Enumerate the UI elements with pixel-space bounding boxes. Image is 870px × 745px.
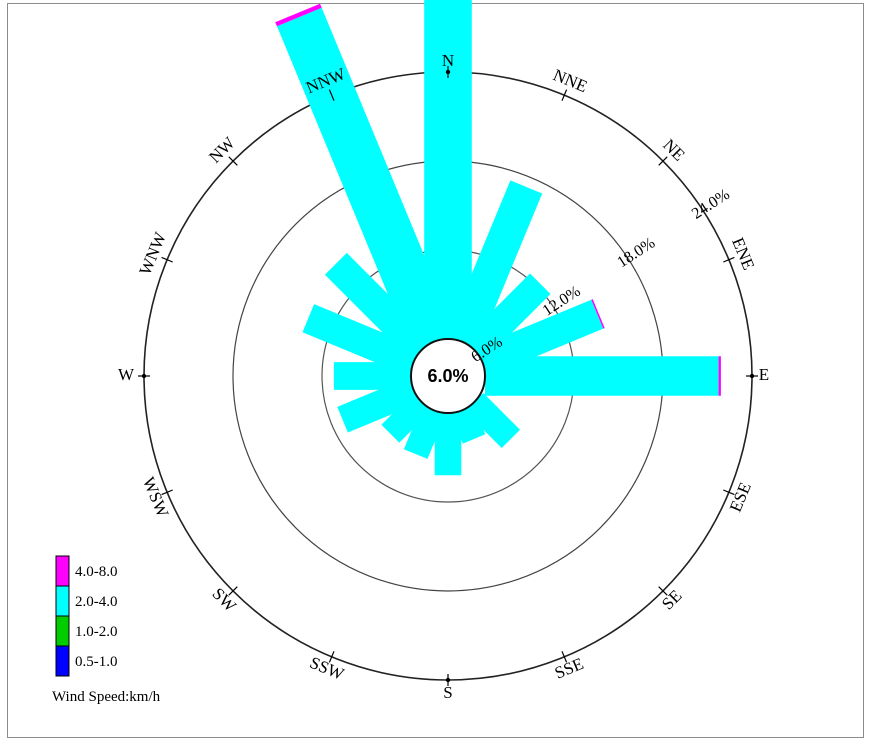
cardinal-dot-e bbox=[749, 373, 755, 379]
legend-swatch-1 bbox=[55, 585, 70, 617]
legend-label-2: 1.0-2.0 bbox=[75, 624, 118, 640]
legend: 4.0-8.0 2.0-4.0 1.0-2.0 0.5-1.0 Wind Speed:k… bbox=[52, 555, 161, 705]
tick-ssw bbox=[328, 651, 335, 663]
cardinal-dot-s bbox=[445, 677, 451, 683]
petal-s-2-4 bbox=[434, 413, 462, 476]
tick-nnw bbox=[328, 89, 335, 101]
legend-swatch-0 bbox=[55, 555, 70, 587]
petal-e-2-4 bbox=[485, 356, 719, 396]
legend-label-0: 4.0-8.0 bbox=[75, 564, 118, 580]
petal-wnw-2-4 bbox=[302, 304, 420, 376]
direction-label-wnw: WNW bbox=[135, 229, 170, 278]
direction-ticks bbox=[138, 66, 758, 686]
legend-swatch-2 bbox=[55, 615, 70, 647]
tick-sw bbox=[228, 586, 238, 596]
direction-label-e: E bbox=[759, 365, 769, 384]
petal-sw-2-4 bbox=[381, 393, 431, 443]
ring-label-24: 24.0% bbox=[689, 186, 733, 223]
petal-ssw-2-4 bbox=[403, 405, 446, 459]
calm-layer: 6.0% bbox=[410, 338, 486, 414]
legend-title: Wind Speed:km/h bbox=[52, 689, 161, 705]
petal-wsw-2-4 bbox=[337, 377, 420, 433]
petal-e-4-8 bbox=[718, 356, 721, 396]
direction-label-s: S bbox=[443, 683, 452, 702]
petals-layer bbox=[275, 0, 721, 476]
petal-nne-2-4 bbox=[446, 180, 543, 349]
cardinal-dot-w bbox=[141, 373, 147, 379]
petal-se-2-4 bbox=[465, 393, 520, 448]
tick-wsw bbox=[161, 489, 173, 496]
calm-label: 6.0% bbox=[427, 366, 468, 386]
direction-label-ssw: SSW bbox=[307, 653, 347, 684]
direction-label-ese: ESE bbox=[726, 479, 755, 514]
calm-circle bbox=[410, 338, 486, 414]
petal-n-2-4 bbox=[424, 0, 472, 339]
legend-swatch-3 bbox=[55, 645, 70, 677]
petal-nnw-2-4 bbox=[277, 7, 457, 352]
legend-label-1: 2.0-4.0 bbox=[75, 594, 118, 610]
petal-ene-4-8 bbox=[591, 299, 605, 329]
petal-nnw-4-8 bbox=[275, 3, 322, 27]
legend-label-3: 0.5-1.0 bbox=[75, 654, 118, 670]
tick-sse bbox=[561, 651, 568, 663]
direction-label-n: N bbox=[442, 51, 454, 70]
tick-nw bbox=[228, 156, 238, 166]
direction-label-w: W bbox=[118, 365, 135, 384]
ring-label-18: 18.0% bbox=[614, 234, 658, 271]
tick-wnw bbox=[161, 256, 173, 263]
tick-ne bbox=[658, 156, 668, 166]
tick-se bbox=[658, 586, 668, 596]
petal-ne-2-4 bbox=[463, 273, 551, 361]
tick-ese bbox=[723, 489, 735, 496]
tick-ene bbox=[723, 256, 735, 263]
tick-nne bbox=[561, 89, 568, 101]
direction-label-ene: ENE bbox=[728, 235, 758, 273]
cardinal-dot-n bbox=[445, 69, 451, 75]
direction-label-wsw: WSW bbox=[139, 474, 173, 521]
direction-label-sse: SSE bbox=[552, 654, 586, 683]
